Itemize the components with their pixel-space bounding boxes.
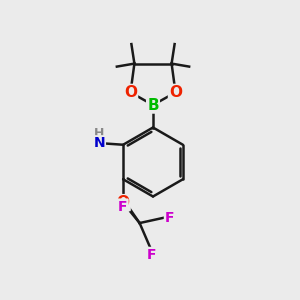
Text: F: F bbox=[118, 200, 128, 214]
Text: O: O bbox=[117, 195, 130, 210]
Text: N: N bbox=[93, 136, 105, 150]
Text: O: O bbox=[124, 85, 137, 100]
Text: O: O bbox=[169, 85, 182, 100]
Text: F: F bbox=[165, 211, 174, 225]
Text: B: B bbox=[147, 98, 159, 112]
Text: F: F bbox=[146, 248, 156, 262]
Text: H: H bbox=[94, 127, 104, 140]
